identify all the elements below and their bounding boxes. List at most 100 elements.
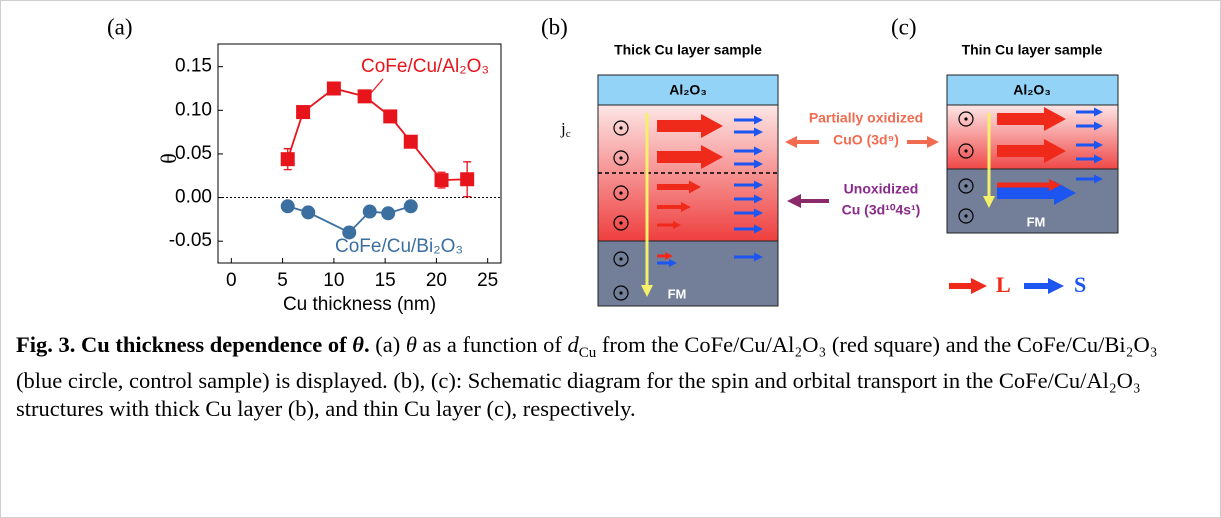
arrow bbox=[734, 146, 763, 156]
out-of-plane-dot bbox=[619, 156, 623, 160]
arrow bbox=[657, 221, 681, 229]
data-point bbox=[381, 206, 396, 221]
diagram-title: Thick Cu layer sample bbox=[614, 42, 762, 58]
arrow bbox=[734, 127, 763, 137]
data-point bbox=[403, 199, 418, 214]
arrow bbox=[734, 252, 763, 262]
out-of-plane-dot bbox=[964, 117, 968, 121]
caption-heading: Fig. 3. Cu thickness dependence of θ. bbox=[16, 332, 370, 357]
arrow bbox=[1076, 107, 1103, 117]
heading-end: . bbox=[363, 332, 370, 357]
arrow bbox=[997, 107, 1066, 131]
arrow bbox=[1076, 174, 1103, 184]
top-layer bbox=[597, 74, 779, 106]
arrow bbox=[657, 252, 673, 260]
heading-text: Fig. 3. Cu thickness dependence of bbox=[16, 332, 353, 357]
arrow bbox=[657, 202, 691, 212]
annotation: Unoxidized bbox=[844, 181, 919, 197]
arrow bbox=[657, 114, 723, 138]
out-of-plane-symbol bbox=[613, 120, 629, 136]
arrow bbox=[734, 180, 763, 190]
out-of-plane-symbol bbox=[613, 150, 629, 166]
data-point bbox=[326, 81, 341, 96]
series-label: CoFe/Cu/Al₂O₃ bbox=[361, 56, 489, 77]
current-symbol: j bbox=[560, 119, 566, 138]
y-axis-label: θ bbox=[156, 153, 181, 164]
arrow bbox=[949, 278, 987, 294]
series-label: CoFe/Cu/Bi₂O₃ bbox=[335, 236, 463, 257]
out-of-plane-dot bbox=[964, 184, 968, 188]
x-axis-label: Cu thickness (nm) bbox=[283, 294, 436, 315]
fm-label: FM bbox=[1027, 214, 1046, 229]
arrow bbox=[657, 259, 677, 267]
fm-label: FM bbox=[668, 286, 687, 301]
x-tick-label: 0 bbox=[226, 270, 237, 291]
arrow bbox=[1076, 140, 1103, 150]
arrow bbox=[734, 194, 763, 204]
y-tick-label: -0.05 bbox=[169, 230, 212, 251]
legend-label: L bbox=[996, 272, 1011, 297]
data-point bbox=[280, 199, 295, 214]
arrow bbox=[657, 145, 723, 169]
x-tick-label: 25 bbox=[477, 270, 498, 291]
out-of-plane-symbol bbox=[613, 215, 629, 231]
pointer-arrow bbox=[785, 136, 819, 148]
out-of-plane-symbol bbox=[613, 251, 629, 267]
data-point bbox=[301, 205, 316, 220]
data-point bbox=[296, 105, 311, 120]
data-point bbox=[434, 173, 449, 188]
out-of-plane-dot bbox=[964, 214, 968, 218]
arrow bbox=[1076, 154, 1103, 164]
body-text: as a function of bbox=[416, 332, 568, 357]
y-tick-label: 0.00 bbox=[175, 187, 212, 208]
arrow bbox=[1076, 121, 1103, 131]
top-layer-label: Al₂O₃ bbox=[1013, 82, 1051, 98]
out-of-plane-symbol bbox=[958, 111, 974, 127]
body-symbol: d bbox=[567, 332, 579, 357]
out-of-plane-dot bbox=[619, 257, 623, 261]
panel-label: (c) bbox=[891, 14, 917, 39]
annotation: Cu (3d¹⁰4s¹) bbox=[842, 202, 921, 218]
top-layer-label: Al₂O₃ bbox=[669, 82, 707, 98]
out-of-plane-dot bbox=[619, 191, 623, 195]
current-arrow-head bbox=[983, 196, 995, 208]
pointer-arrow bbox=[907, 136, 939, 148]
out-of-plane-dot bbox=[964, 149, 968, 153]
body-symbol: θ bbox=[405, 332, 417, 357]
data-point bbox=[383, 109, 398, 124]
x-tick-label: 5 bbox=[277, 270, 288, 291]
data-point bbox=[460, 172, 475, 187]
diagram-title: Thin Cu layer sample bbox=[962, 42, 1103, 58]
body-subscript: Cu bbox=[578, 345, 597, 361]
arrow bbox=[997, 139, 1066, 163]
y-tick-label: 0.05 bbox=[175, 143, 212, 164]
top-layer bbox=[946, 74, 1119, 106]
label-pointer bbox=[350, 234, 355, 238]
arrow bbox=[1024, 278, 1064, 294]
data-point bbox=[280, 152, 295, 167]
label-pointer bbox=[370, 78, 384, 94]
out-of-plane-symbol bbox=[958, 143, 974, 159]
data-point bbox=[362, 204, 377, 219]
body-text: (a) bbox=[369, 332, 406, 357]
fm-layer bbox=[597, 240, 779, 307]
out-of-plane-symbol bbox=[613, 285, 629, 301]
arrow bbox=[734, 208, 763, 218]
annotation: Partially oxidized bbox=[809, 110, 923, 126]
caption: Fig. 3. Cu thickness dependence of θ. (a… bbox=[16, 331, 1186, 423]
pointer-arrow bbox=[787, 194, 829, 208]
arrow bbox=[657, 180, 701, 194]
body-text: from the CoFe/Cu/Al₂O₃ (red square) and … bbox=[16, 332, 1158, 421]
y-tick-label: 0.15 bbox=[175, 56, 212, 77]
out-of-plane-dot bbox=[619, 291, 623, 295]
annotation: CuO (3d⁹) bbox=[833, 132, 899, 148]
panel-label: (b) bbox=[541, 14, 568, 39]
arrow bbox=[734, 159, 763, 169]
current-subscript: c bbox=[566, 128, 571, 140]
data-point bbox=[403, 134, 418, 149]
heading-symbol: θ bbox=[352, 332, 364, 357]
panel-label: (a) bbox=[107, 14, 133, 39]
figure-graphics: -0.05 0.00 0.05 0.10 0.15 0 5 10 15 20 25 Cu thickn… bbox=[107, 14, 1119, 315]
arrow bbox=[734, 115, 763, 125]
